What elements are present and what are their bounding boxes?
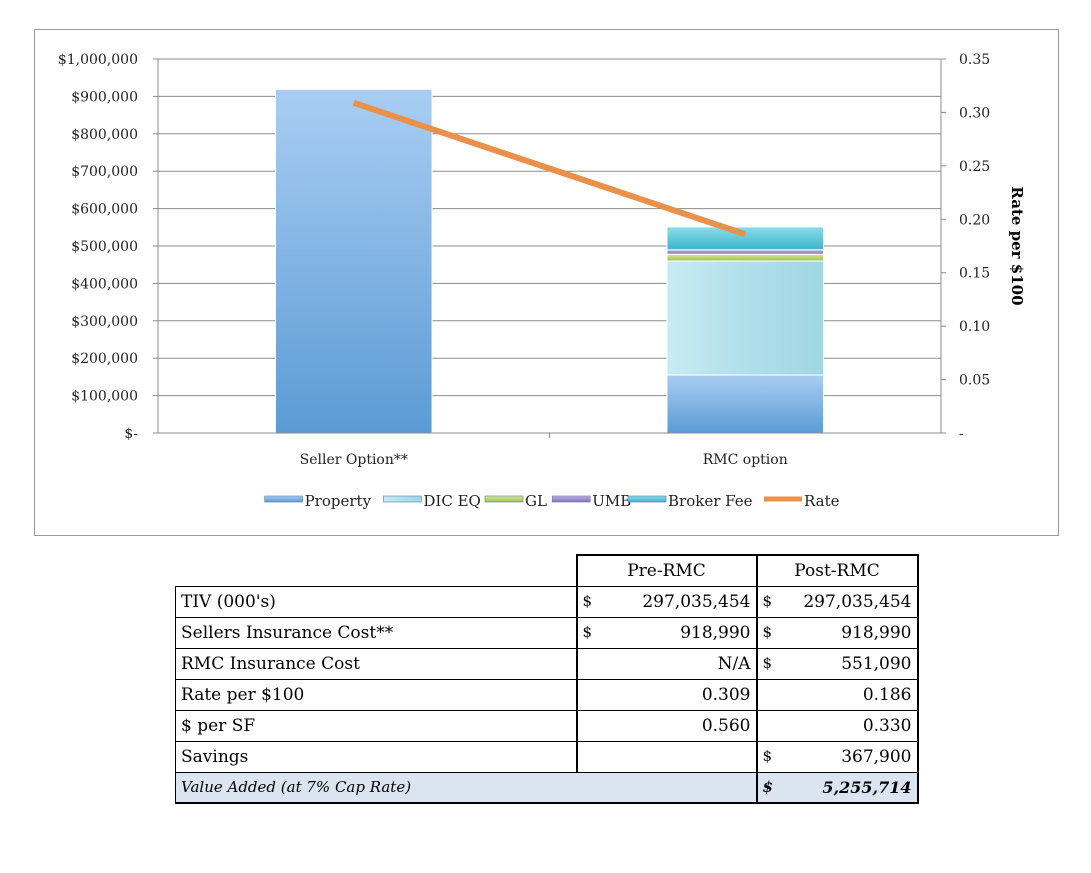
- legend-item-gl: GL: [484, 492, 547, 510]
- y-right-axis-title: Rate per $100: [1008, 186, 1026, 305]
- y-right-tick-label: 0.30: [959, 105, 990, 121]
- row-label: Rate per $100: [175, 678, 577, 711]
- header-blank: [175, 555, 577, 587]
- chart-frame: $- $100,000 $200,000 $300,000 $400,000 $500,0…: [34, 29, 1059, 536]
- table-row: $ per SF 0.560 0.330: [175, 709, 919, 742]
- legend-label: Property: [305, 492, 372, 510]
- row-label: RMC Insurance Cost: [175, 647, 577, 680]
- summary-table: Pre-RMC Post-RMC TIV (000's) $297,035,454…: [175, 554, 919, 804]
- currency-symbol: $: [762, 653, 773, 672]
- table-row: RMC Insurance Cost N/A $551,090: [175, 647, 919, 680]
- y-left-tick-label: $100,000: [71, 389, 138, 405]
- value-added-number: 5,255,714: [822, 777, 912, 797]
- stacked-bar-line-chart: $- $100,000 $200,000 $300,000 $400,000 $500,0…: [58, 52, 1026, 510]
- post-rmc-value: $918,990: [755, 616, 919, 649]
- bar-segment-umb: [666, 249, 825, 255]
- x-tick-label: RMC option: [703, 452, 788, 468]
- post-rmc-value: $367,900: [755, 740, 919, 773]
- rate-line-series: [352, 99, 747, 238]
- y-left-tick-label: $600,000: [71, 202, 138, 218]
- currency-symbol: $: [762, 746, 773, 765]
- legend-swatch: [484, 495, 524, 503]
- y-right-tick-label: 0.10: [959, 319, 990, 335]
- bar-segment-gl: [666, 253, 825, 262]
- y-left-tick-label: $300,000: [71, 314, 138, 330]
- y-left-tick-label: $900,000: [71, 89, 138, 105]
- legend: Property DIC EQ GL UMB Broker Fee Rate: [264, 492, 840, 510]
- post-rmc-number: 297,035,454: [803, 591, 912, 612]
- legend-item-umb: UMB: [551, 492, 631, 510]
- table-row: Rate per $100 0.309 0.186: [175, 678, 919, 711]
- post-rmc-value: 0.330: [755, 709, 919, 742]
- table-header-row: Pre-RMC Post-RMC: [175, 554, 919, 587]
- bar-segment-property: [274, 88, 433, 434]
- x-tick-label: Seller Option**: [300, 452, 408, 468]
- pre-rmc-number: 297,035,454: [642, 591, 751, 612]
- legend-item-dic-eq: DIC EQ: [383, 492, 481, 510]
- legend-label: UMB: [592, 492, 631, 510]
- post-rmc-number: 367,900: [841, 746, 912, 767]
- legend-swatch: [264, 495, 303, 503]
- legend-label: Rate: [804, 492, 840, 510]
- bar-segment-broker-fee: [666, 226, 825, 251]
- y-right-tick-label: 0.15: [959, 266, 990, 282]
- pre-rmc-number: 918,990: [680, 622, 751, 643]
- currency-symbol: $: [762, 622, 773, 641]
- y-right-tick-label: 0.20: [959, 212, 990, 228]
- post-rmc-value: $551,090: [755, 647, 919, 680]
- row-label: $ per SF: [175, 709, 577, 742]
- bar-segment-dic-eq: [666, 260, 825, 376]
- legend-swatch: [383, 495, 422, 503]
- bar-segment-property: [666, 374, 825, 434]
- legend-item-rate: Rate: [764, 492, 840, 510]
- y-left-tick-label: $1,000,000: [58, 52, 138, 68]
- post-rmc-value: $297,035,454: [755, 585, 919, 618]
- pre-rmc-value: $297,035,454: [575, 585, 757, 618]
- currency-symbol: $: [582, 622, 593, 641]
- currency-symbol: $: [762, 591, 773, 610]
- legend-label: DIC EQ: [423, 492, 480, 510]
- bars: [274, 88, 825, 434]
- pre-rmc-value: 0.560: [575, 709, 757, 742]
- header-pre-rmc: Pre-RMC: [575, 554, 757, 587]
- legend-label: Broker Fee: [668, 492, 753, 510]
- row-label: Sellers Insurance Cost**: [175, 616, 577, 649]
- legend-swatch: [627, 495, 667, 503]
- y-left-tick-label: $800,000: [71, 127, 138, 143]
- y-left-tick-label: $200,000: [71, 351, 138, 367]
- y-right-tick-label: -: [959, 426, 964, 442]
- pre-rmc-value: N/A: [575, 647, 757, 680]
- row-label: Savings: [175, 740, 577, 773]
- y-right-tick-label: 0.25: [959, 159, 990, 175]
- y-left-tick-label: $-: [124, 426, 138, 442]
- legend-item-property: Property: [264, 492, 372, 510]
- pre-rmc-value: $918,990: [575, 616, 757, 649]
- table-row: Sellers Insurance Cost** $918,990 $918,990: [175, 616, 919, 649]
- pre-rmc-value: 0.309: [575, 678, 757, 711]
- y-left-tick-label: $500,000: [71, 239, 138, 255]
- post-rmc-number: 918,990: [841, 622, 912, 643]
- pre-rmc-value: [575, 740, 757, 773]
- legend-label: GL: [525, 492, 547, 510]
- value-added-label: Value Added (at 7% Cap Rate): [175, 771, 757, 804]
- value-added-row: Value Added (at 7% Cap Rate) $5,255,714: [175, 771, 919, 804]
- post-rmc-value: 0.186: [755, 678, 919, 711]
- currency-symbol: $: [762, 777, 773, 796]
- row-label: TIV (000's): [175, 585, 577, 618]
- post-rmc-number: 551,090: [841, 653, 912, 674]
- rate-line: [352, 99, 747, 238]
- y-left-tick-label: $400,000: [71, 276, 138, 292]
- table-row: TIV (000's) $297,035,454 $297,035,454: [175, 585, 919, 618]
- legend-item-broker-fee: Broker Fee: [627, 492, 753, 510]
- axes: $- $100,000 $200,000 $300,000 $400,000 $500,0…: [58, 52, 1026, 468]
- legend-swatch: [551, 495, 591, 503]
- currency-symbol: $: [582, 591, 593, 610]
- y-left-tick-label: $700,000: [71, 164, 138, 180]
- y-right-tick-label: 0.35: [959, 52, 990, 68]
- table-row: Savings $367,900: [175, 740, 919, 773]
- value-added-value: $5,255,714: [755, 771, 919, 804]
- y-right-tick-label: 0.05: [959, 373, 990, 389]
- header-post-rmc: Post-RMC: [755, 554, 919, 587]
